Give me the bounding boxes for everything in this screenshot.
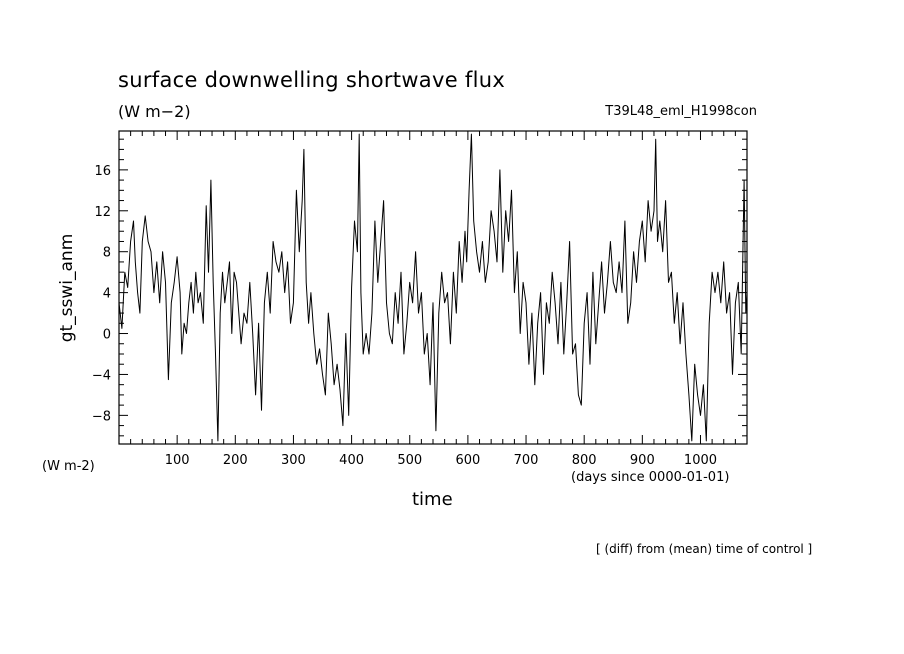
experiment-label: T39L48_eml_H1998con xyxy=(605,104,757,119)
y-axis-unit: (W m-2) xyxy=(42,459,95,474)
x-tick-label: 600 xyxy=(455,453,480,468)
x-tick-label: 900 xyxy=(630,453,655,468)
footnote: [ (diff) from (mean) time of control ] xyxy=(596,542,813,556)
y-tick-label: −8 xyxy=(92,409,111,424)
y-tick-label: −4 xyxy=(92,368,111,383)
x-tick-label: 1000 xyxy=(684,453,717,468)
x-tick-label: 300 xyxy=(281,453,306,468)
series-line-0 xyxy=(118,133,748,442)
y-tick-label: 4 xyxy=(103,287,111,302)
x-tick-label: 700 xyxy=(514,453,539,468)
y-tick-label: 8 xyxy=(103,246,111,261)
x-tick-label: 200 xyxy=(223,453,248,468)
x-tick-label: 100 xyxy=(165,453,190,468)
x-axis-unit: (days since 0000-01-01) xyxy=(571,470,730,485)
series-layer xyxy=(118,133,748,442)
y-tick-label: 16 xyxy=(94,164,111,179)
x-tick-label: 400 xyxy=(339,453,364,468)
x-tick-label: 800 xyxy=(572,453,597,468)
y-tick-label: 12 xyxy=(94,205,111,220)
chart-title: surface downwelling shortwave flux xyxy=(118,68,506,92)
x-axis-label: time xyxy=(412,489,453,510)
y-tick-label: 0 xyxy=(103,328,111,343)
chart-units: (W m−2) xyxy=(118,102,191,121)
x-tick-label: 500 xyxy=(397,453,422,468)
ticks-layer: 100 200 300 400 500 600 700 800 900 1000 −8 −4 0 4 8 12… xyxy=(92,131,747,468)
